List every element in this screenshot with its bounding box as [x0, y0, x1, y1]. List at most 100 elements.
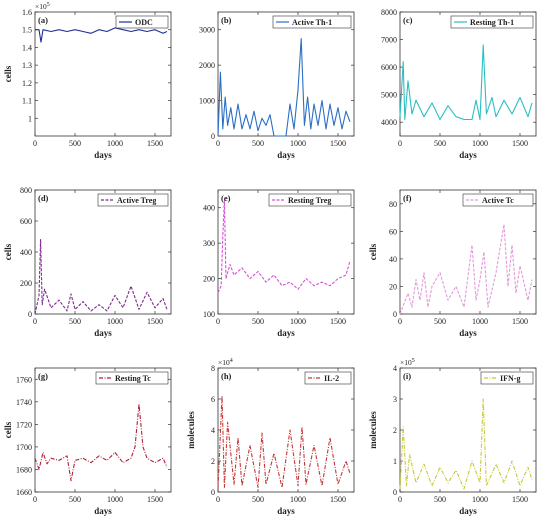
- x-tick-label: 1000: [472, 495, 488, 504]
- y-tick-label: 1000: [199, 97, 215, 106]
- axis-multiplier-exponent: 5: [47, 2, 50, 8]
- legend-label: Resting Th-1: [470, 18, 514, 27]
- y-tick-label: 400: [203, 204, 215, 213]
- legend-label: ODC: [135, 18, 153, 27]
- x-tick-label: 1000: [472, 139, 488, 148]
- panel-d: 0 200 400 600 800 0 500 1000 1500 days cells (d) Act…: [3, 186, 172, 338]
- series-line: [217, 395, 351, 489]
- axis-multiplier-exponent: 4: [230, 358, 233, 364]
- legend-label: Resting Treg: [288, 196, 331, 205]
- y-tick-label: 3000: [199, 26, 215, 35]
- y-tick-label: 1760: [16, 375, 32, 384]
- x-axis-label: days: [459, 150, 477, 160]
- y-tick-label: 0: [211, 132, 215, 141]
- series-line: [35, 27, 168, 43]
- y-axis-label: cells: [3, 243, 13, 260]
- x-tick-label: 500: [69, 495, 81, 504]
- x-axis-label: days: [94, 506, 112, 516]
- legend-box: [450, 15, 534, 29]
- panel-label: (b): [221, 15, 232, 25]
- x-tick-label: 1500: [330, 139, 346, 148]
- y-tick-label: 0: [211, 488, 215, 497]
- y-tick-label: 600: [20, 217, 32, 226]
- y-tick-label: 1.4: [22, 43, 32, 52]
- y-axis-label: molecules: [186, 411, 196, 449]
- x-tick-label: 500: [69, 139, 81, 148]
- legend-label: Resting Tc: [115, 374, 151, 383]
- y-tick-label: 400: [20, 248, 32, 257]
- legend-box: [462, 193, 534, 207]
- y-tick-label: 4000: [381, 118, 397, 127]
- y-tick-label: 3: [393, 395, 397, 404]
- legend-label: IL-2: [324, 374, 339, 383]
- plot-area: [399, 367, 537, 493]
- y-tick-label: 60: [389, 227, 397, 236]
- x-tick-label: 1500: [330, 495, 346, 504]
- legend-box: [480, 371, 534, 385]
- x-tick-label: 0: [33, 317, 37, 326]
- y-tick-label: 8000: [381, 8, 397, 17]
- x-tick-label: 500: [434, 317, 446, 326]
- x-axis-label: days: [277, 506, 295, 516]
- x-tick-label: 500: [69, 317, 81, 326]
- x-tick-label: 1500: [512, 139, 528, 148]
- series-line: [399, 398, 533, 490]
- series-line: [34, 239, 168, 315]
- y-tick-label: 0: [393, 310, 397, 319]
- y-tick-label: 6: [211, 395, 215, 404]
- legend-box: [97, 193, 169, 207]
- y-tick-label: 2: [211, 457, 215, 466]
- axis-multiplier: ×105: [400, 358, 415, 367]
- plot-area: [34, 11, 172, 137]
- panel-i: 0 1 2 3 4 0 500 1000 1500 days molecules (i) IFN-g ×1…: [368, 358, 537, 516]
- y-tick-label: 1.3: [22, 61, 32, 70]
- series-line: [217, 200, 351, 293]
- series-line: [217, 38, 351, 137]
- x-tick-label: 0: [398, 495, 402, 504]
- y-tick-label: 300: [203, 239, 215, 248]
- legend-box: [304, 371, 352, 385]
- legend-label: Active Tc: [482, 196, 514, 205]
- legend-label: IFN-g: [500, 374, 520, 383]
- y-tick-label: 1.1: [22, 97, 32, 106]
- panel-e: 100 200 300 400 0 500 1000 1500 days (e) Resting T…: [203, 189, 355, 338]
- x-tick-label: 1000: [107, 139, 123, 148]
- x-tick-label: 1000: [107, 495, 123, 504]
- x-tick-label: 1000: [290, 317, 306, 326]
- x-axis-label: days: [277, 328, 295, 338]
- x-axis-label: days: [94, 150, 112, 160]
- panel-a: 1 1.1 1.2 1.3 1.4 1.5 1.6 0 500 1000 1500 days cells…: [3, 2, 172, 160]
- x-tick-label: 0: [398, 139, 402, 148]
- plot-area: [34, 189, 172, 315]
- panel-label: (d): [38, 193, 49, 203]
- x-tick-label: 500: [434, 139, 446, 148]
- plot-area: [217, 367, 355, 493]
- y-tick-label: 200: [20, 279, 32, 288]
- x-tick-label: 0: [216, 139, 220, 148]
- plot-area: [217, 11, 355, 137]
- legend-box: [272, 15, 352, 29]
- x-tick-label: 500: [434, 495, 446, 504]
- y-axis-label: molecules: [368, 411, 378, 449]
- y-tick-label: 1660: [16, 488, 32, 497]
- y-tick-label: 1: [28, 114, 32, 123]
- y-axis-label: cells: [3, 421, 13, 438]
- legend-box: [95, 371, 169, 385]
- y-tick-label: 6000: [381, 63, 397, 72]
- x-tick-label: 1500: [512, 495, 528, 504]
- x-tick-label: 500: [252, 495, 264, 504]
- plot-area: [217, 189, 355, 315]
- y-tick-label: 1: [393, 457, 397, 466]
- x-axis-label: days: [459, 506, 477, 516]
- x-axis-label: days: [277, 150, 295, 160]
- y-tick-label: 2: [393, 426, 397, 435]
- panel-h: 0 2 4 6 8 0 500 1000 1500 days molecules (h) IL-2 ×10…: [186, 358, 355, 516]
- y-tick-label: 20: [389, 282, 397, 291]
- x-tick-label: 500: [252, 139, 264, 148]
- y-tick-label: 100: [203, 310, 215, 319]
- x-tick-label: 1500: [147, 317, 163, 326]
- panel-label: (a): [38, 15, 48, 25]
- y-tick-label: 0: [393, 488, 397, 497]
- x-tick-label: 1000: [107, 317, 123, 326]
